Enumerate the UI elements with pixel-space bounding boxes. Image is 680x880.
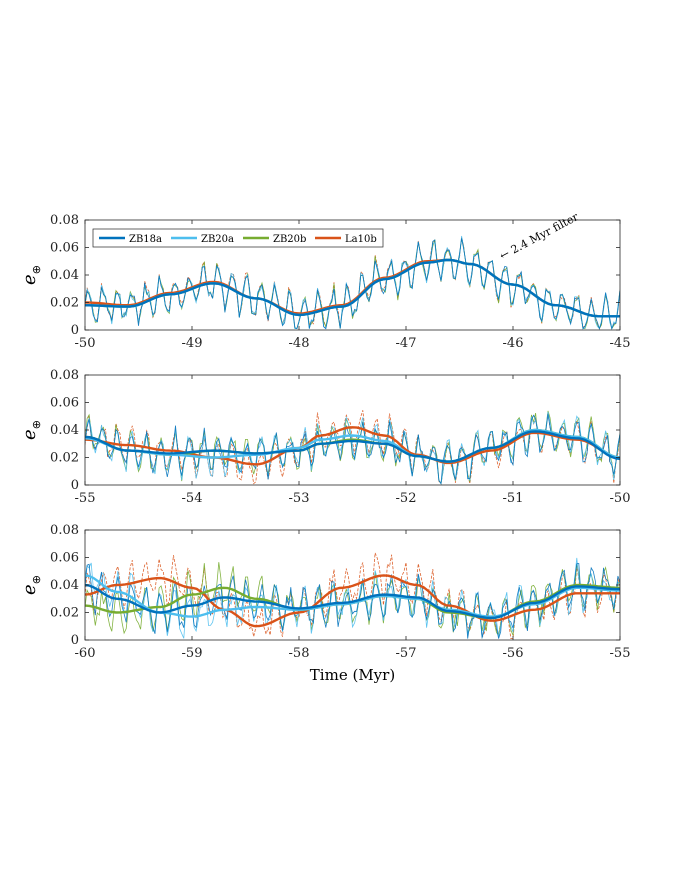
y-tick-label: 0.08 (50, 213, 79, 228)
y-axis-label-main: e (19, 584, 40, 595)
y-tick-label: 0.04 (50, 578, 79, 593)
x-tick-label: -48 (289, 336, 310, 351)
filtered-line-zb18a (85, 430, 620, 463)
y-tick-label: 0.06 (50, 551, 79, 566)
y-axis-label: e⊕ (19, 265, 43, 285)
plot-lines (85, 552, 620, 640)
y-axis-label-main: e (19, 429, 40, 440)
x-tick-label: -51 (503, 491, 524, 506)
y-tick-label: 0.06 (50, 241, 79, 256)
x-tick-label: -55 (75, 491, 96, 506)
y-tick-label: 0.06 (50, 396, 79, 411)
filtered-line-la10b (85, 426, 620, 466)
y-axis-label: e⊕ (19, 575, 43, 595)
plot-lines (85, 410, 620, 485)
y-axis-label: e⊕ (19, 420, 43, 440)
filtered-line-zb18a (85, 258, 620, 318)
y-tick-label: 0 (71, 478, 79, 493)
y-axis-label-subscript: ⊕ (30, 420, 43, 429)
filtered-line-zb20a (85, 428, 620, 463)
raw-trace-zb20a (85, 557, 620, 639)
y-axis-label-subscript: ⊕ (30, 575, 43, 584)
x-tick-label: -58 (289, 646, 310, 661)
y-tick-label: 0 (71, 633, 79, 648)
y-tick-label: 0.02 (50, 296, 79, 311)
x-tick-label: -50 (610, 491, 631, 506)
x-tick-label: -50 (75, 336, 96, 351)
x-tick-label: -55 (610, 646, 631, 661)
legend-label-zb20a: ZB20a (201, 234, 234, 245)
legend-box (92, 228, 384, 248)
legend-label-zb18a: ZB18a (129, 234, 162, 245)
x-tick-label: -46 (503, 336, 524, 351)
filtered-line-zb20a (85, 574, 620, 618)
raw-trace-zb18a (85, 414, 620, 485)
y-tick-label: 0.02 (50, 606, 79, 621)
x-tick-label: -45 (610, 336, 631, 351)
x-axis-label: Time (Myr) (310, 666, 395, 684)
x-tick-label: -56 (503, 646, 524, 661)
chart-panel-3: 0 0.02 0.04 0.06 0.08 -60 -59 -58 -57 -56 -55 e⊕ Tim… (19, 523, 630, 684)
legend: ZB18a ZB20a ZB20b La10b (92, 228, 384, 248)
y-tick-label: 0.02 (50, 451, 79, 466)
x-tick-label: -59 (182, 646, 203, 661)
legend-label-la10b: La10b (345, 234, 377, 245)
x-tick-label: -47 (396, 336, 417, 351)
filtered-line-la10b (85, 574, 620, 628)
y-tick-label: 0.04 (50, 268, 79, 283)
y-tick-label: 0.08 (50, 523, 79, 538)
x-tick-label: -49 (182, 336, 203, 351)
plot-lines (85, 235, 620, 330)
x-tick-label: -57 (396, 646, 417, 661)
panels: 00.020.040.060.08-50 -49 -48 -47 -46 -45e⊕ZB1… (19, 210, 630, 684)
y-tick-label: 0 (71, 323, 79, 338)
raw-trace-zb20b (85, 562, 620, 637)
y-tick-label: 0.04 (50, 423, 79, 438)
x-tick-label: -60 (75, 646, 96, 661)
x-tick-label: -52 (396, 491, 417, 506)
filtered-line-zb18a (85, 583, 620, 620)
raw-trace-zb18a (85, 562, 620, 639)
y-tick-label: 0.08 (50, 368, 79, 383)
raw-trace-zb18a (85, 238, 620, 330)
chart-panel-1: 0 0.02 0.04 0.06 0.08 -50 -49 -48 -47 -46 -45 e⊕ ZB1… (19, 210, 630, 351)
legend-label-zb20b: ZB20b (273, 234, 306, 245)
x-tick-label: -54 (182, 491, 203, 506)
chart-panel-2: 0 0.02 0.04 0.06 0.08 -55 -54 -53 -52 -51 -50 e⊕ (19, 368, 630, 506)
y-axis-label-subscript: ⊕ (30, 265, 43, 274)
y-axis-label-main: e (19, 274, 40, 285)
x-tick-label: -53 (289, 491, 310, 506)
